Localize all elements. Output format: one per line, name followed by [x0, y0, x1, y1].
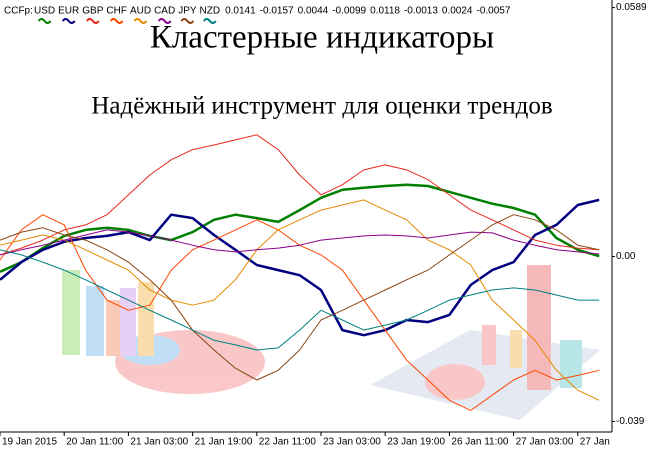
indicator-value: 0.0024 — [442, 6, 473, 17]
x-tick-label: 19 Jan 2015 — [2, 437, 57, 448]
indicator-value: -0.0013 — [404, 6, 438, 17]
series-line — [0, 134, 600, 256]
bar-art — [120, 288, 136, 356]
legend-swatch — [180, 18, 195, 24]
legend-swatch — [203, 18, 217, 24]
legend-swatch — [37, 18, 52, 24]
x-tick-label: 21 Jan 19:00 — [195, 437, 253, 448]
x-tick-label: 20 Jan 11:00 — [66, 437, 124, 448]
series-line — [0, 183, 600, 273]
banner-title: Кластерные индикаторы — [150, 20, 494, 56]
bar-art — [138, 282, 154, 356]
x-tick-label: 27 Jan 03:00 — [516, 437, 574, 448]
indicator-value: 0.0044 — [298, 6, 329, 17]
pie-art — [425, 364, 485, 400]
series-line — [0, 199, 600, 401]
legend-label: EUR — [58, 6, 79, 17]
legend-label: CHF — [106, 6, 127, 17]
bar-art — [560, 340, 582, 388]
indicator-value: -0.0099 — [332, 6, 366, 17]
legend-swatch — [133, 18, 148, 24]
indicator-value: -0.0057 — [476, 6, 510, 17]
indicator-name: CCFp: — [4, 6, 33, 17]
legend-swatch — [109, 18, 124, 24]
x-tick-label: 23 Jan 19:00 — [387, 437, 445, 448]
x-tick-label: 26 Jan 11:00 — [451, 437, 509, 448]
legend-swatch — [86, 18, 100, 24]
bar-art — [86, 286, 104, 356]
legend-label: CAD — [154, 6, 175, 17]
series-line — [0, 229, 600, 256]
x-tick-label: 23 Jan 03:00 — [323, 437, 381, 448]
indicator-value: -0.0157 — [260, 6, 294, 17]
decoration — [62, 265, 600, 420]
bar-art — [106, 300, 122, 356]
y-tick-label: 0.00 — [616, 251, 636, 262]
x-tick-label: 27 Jan — [580, 437, 610, 448]
series-line — [0, 249, 600, 351]
legend-label: AUD — [130, 6, 151, 17]
y-tick-label: -0.039 — [616, 416, 645, 427]
x-tick-label: 21 Jan 03:00 — [130, 437, 188, 448]
legend-label: JPY — [178, 6, 197, 17]
indicator-value: 0.0141 — [225, 6, 256, 17]
bar-art — [482, 325, 496, 365]
series-line — [0, 214, 600, 381]
legend-swatch — [157, 18, 172, 24]
series-line — [0, 198, 600, 337]
legend-label: USD — [34, 6, 55, 17]
bar-art — [527, 265, 551, 390]
y-tick-label: 0.0589 — [616, 2, 647, 13]
bar-art — [62, 270, 80, 355]
legend-swatch — [61, 18, 76, 24]
indicator-value: 0.0118 — [370, 6, 400, 17]
bar-art — [510, 330, 522, 368]
legend-label: NZD — [200, 6, 221, 17]
legend-label: GBP — [82, 6, 103, 17]
banner-subtitle: Надёжный инструмент для оценки трендов — [91, 93, 552, 120]
x-tick-label: 22 Jan 11:00 — [259, 437, 317, 448]
